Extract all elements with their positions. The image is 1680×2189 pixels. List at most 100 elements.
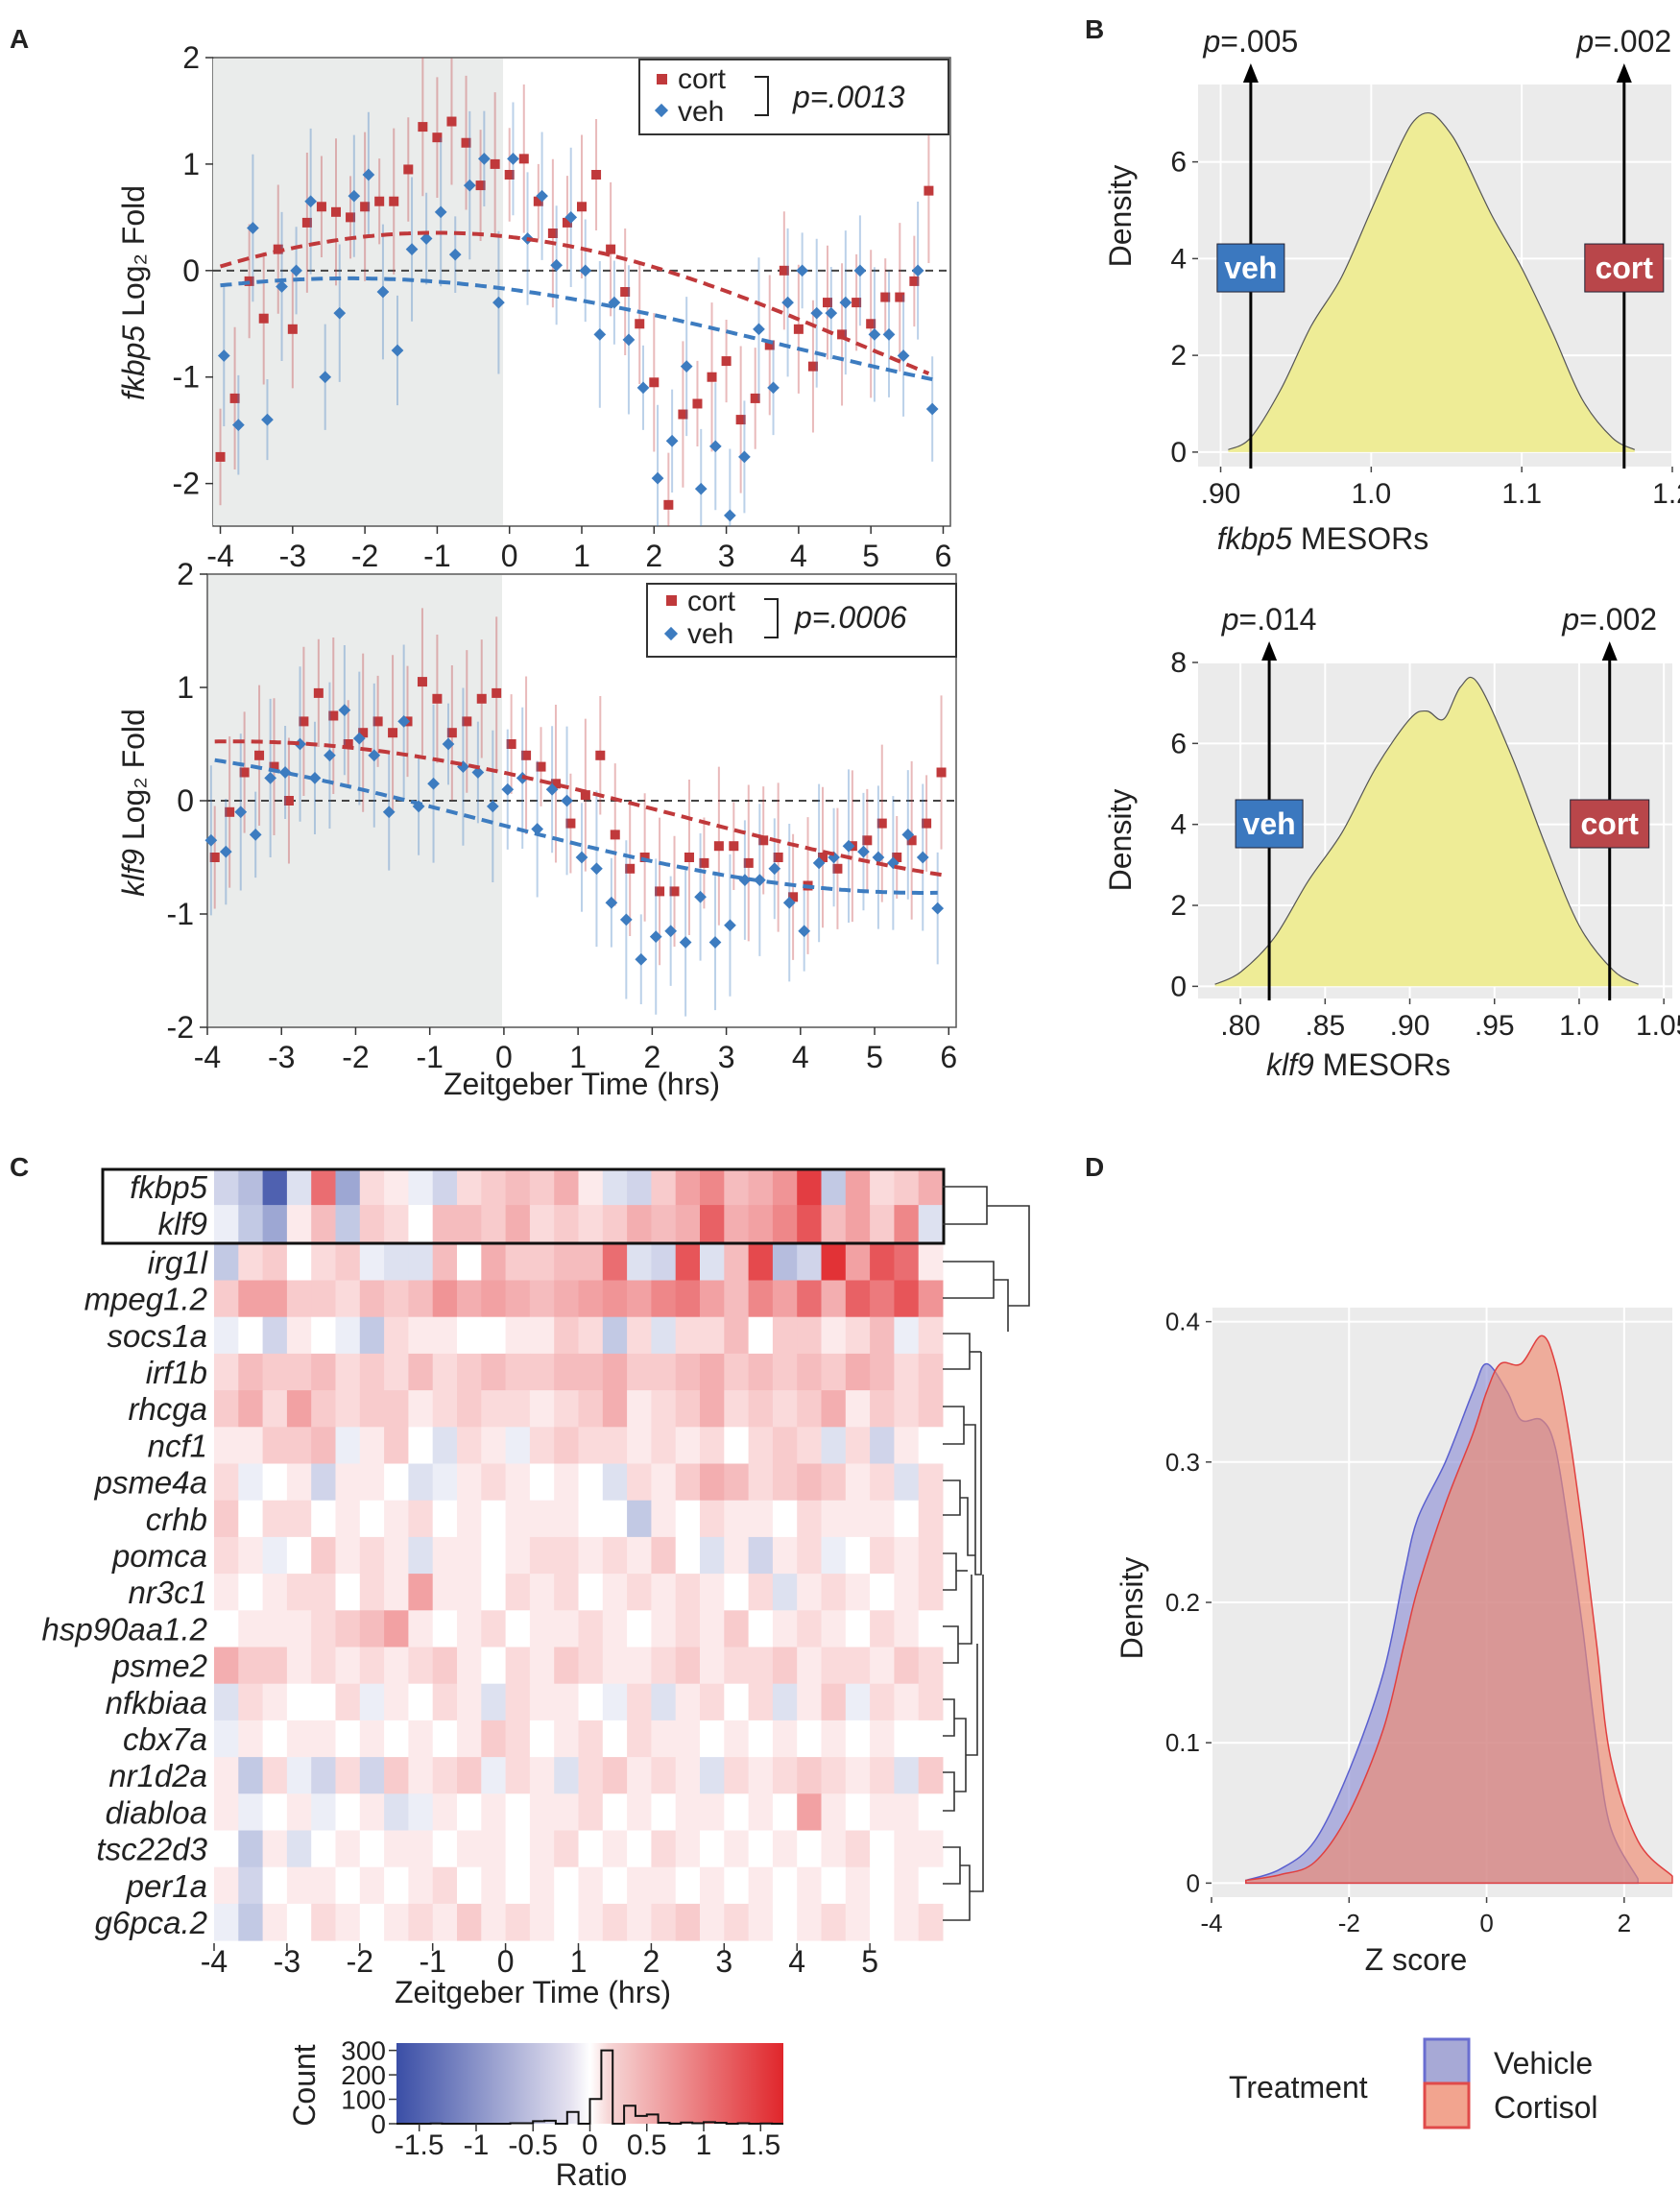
heatmap-cell bbox=[651, 1610, 677, 1648]
heatmap-cell bbox=[845, 1316, 871, 1355]
heatmap-cell bbox=[408, 1574, 434, 1611]
heatmap-cell bbox=[845, 1757, 871, 1794]
heatmap-cell bbox=[724, 1280, 750, 1318]
heatmap-cell bbox=[821, 1793, 847, 1831]
heatmap-cell bbox=[894, 1903, 920, 1941]
veh-point bbox=[448, 248, 462, 261]
heatmap-cell bbox=[894, 1536, 920, 1575]
cort-point bbox=[346, 212, 356, 223]
heatmap-cell bbox=[384, 1683, 409, 1721]
veh-point bbox=[434, 205, 447, 219]
cort-point bbox=[620, 287, 631, 297]
heatmap-cell bbox=[432, 1647, 458, 1685]
heatmap-cell bbox=[821, 1280, 847, 1318]
heatmap-cell bbox=[457, 1610, 482, 1648]
heatmap-cell bbox=[384, 1830, 409, 1868]
x-tick-label: 1.0 bbox=[1351, 478, 1391, 510]
heatmap-cell bbox=[359, 1353, 385, 1391]
cort-point bbox=[606, 244, 616, 254]
cort-point bbox=[258, 313, 269, 324]
heatmap-cell bbox=[724, 1647, 750, 1685]
heatmap-cell bbox=[894, 1463, 920, 1502]
heatmap-cell bbox=[627, 1243, 652, 1281]
cort-point bbox=[343, 739, 353, 749]
colorbar-x-tick-label: -1.5 bbox=[395, 2129, 444, 2161]
heatmap-cell bbox=[651, 1903, 677, 1941]
heatmap-cell bbox=[311, 1866, 336, 1905]
heatmap-cell bbox=[724, 1574, 750, 1611]
heatmap-cell bbox=[821, 1205, 847, 1242]
legend-veh-label: veh bbox=[678, 96, 724, 128]
heatmap-cell bbox=[797, 1205, 822, 1242]
heatmap-cell bbox=[870, 1167, 895, 1206]
heatmap-cell bbox=[311, 1757, 336, 1794]
cort-point bbox=[639, 853, 650, 862]
heatmap-cell bbox=[918, 1903, 944, 1941]
heatmap-cell bbox=[894, 1720, 920, 1758]
heatmap-cell bbox=[748, 1280, 774, 1318]
heatmap-cell bbox=[286, 1427, 312, 1464]
heatmap-cell bbox=[335, 1866, 361, 1905]
cort-point bbox=[817, 853, 828, 862]
x-tick-label: -1 bbox=[423, 539, 450, 573]
heatmap-cell bbox=[286, 1243, 312, 1281]
heatmap-cell bbox=[359, 1610, 385, 1648]
heatmap-cell bbox=[724, 1205, 750, 1242]
veh-label-box bbox=[1235, 799, 1304, 849]
y-tick-label: 0 bbox=[1187, 1868, 1200, 1897]
heatmap-cell bbox=[408, 1793, 434, 1831]
heatmap-cell bbox=[918, 1167, 944, 1206]
heatmap-cell bbox=[335, 1647, 361, 1685]
heatmap-cell bbox=[359, 1683, 385, 1721]
veh-point bbox=[319, 371, 332, 384]
veh-label-text: veh bbox=[1224, 251, 1277, 285]
heatmap-cell bbox=[700, 1353, 725, 1391]
heatmap-cell bbox=[359, 1316, 385, 1355]
cort-point bbox=[215, 451, 226, 462]
cort-point bbox=[595, 750, 606, 760]
cort-point bbox=[779, 265, 789, 276]
x-tick-label: .80 bbox=[1220, 1010, 1260, 1042]
y-tick-label: 0.3 bbox=[1165, 1448, 1200, 1477]
heatmap-cell bbox=[311, 1536, 336, 1575]
heatmap-cell bbox=[772, 1390, 798, 1428]
veh-point bbox=[348, 189, 361, 203]
heatmap-cell bbox=[335, 1463, 361, 1502]
heatmap-cell bbox=[870, 1610, 895, 1648]
y-tick-label: 8 bbox=[1170, 647, 1187, 679]
heatmap-cell bbox=[505, 1167, 531, 1206]
heatmap-cell bbox=[214, 1903, 239, 1941]
cort-point bbox=[866, 319, 876, 329]
cort-point bbox=[625, 863, 636, 874]
x-tick-label: 5 bbox=[861, 1944, 878, 1979]
heatmap-cell bbox=[505, 1793, 531, 1831]
cort-point bbox=[924, 185, 934, 196]
heatmap-cell bbox=[408, 1536, 434, 1575]
heatmap-cell bbox=[554, 1903, 579, 1941]
heatmap-cell bbox=[359, 1390, 385, 1428]
cort-point bbox=[895, 292, 905, 302]
heatmap-cell bbox=[262, 1574, 288, 1611]
x-tick-label: 4 bbox=[790, 539, 807, 573]
heatmap-cell bbox=[821, 1427, 847, 1464]
cort-point bbox=[610, 830, 620, 840]
heatmap-cell bbox=[457, 1866, 482, 1905]
heatmap-cell bbox=[359, 1866, 385, 1905]
y-tick-label: 0.1 bbox=[1165, 1728, 1200, 1757]
heatmap-cell bbox=[627, 1390, 652, 1428]
heatmap-cell bbox=[578, 1500, 604, 1538]
heatmap-cell bbox=[845, 1610, 871, 1648]
heatmap-cell bbox=[384, 1205, 409, 1242]
heatmap-cell bbox=[262, 1390, 288, 1428]
panel-label-c: C bbox=[10, 1152, 29, 1182]
heatmap-cell bbox=[554, 1757, 579, 1794]
heatmap-cell bbox=[286, 1793, 312, 1831]
row-label-socs1a: socs1a bbox=[107, 1318, 207, 1354]
heatmap-cell bbox=[238, 1574, 264, 1611]
heatmap-cell bbox=[408, 1463, 434, 1502]
heatmap-cell bbox=[505, 1757, 531, 1794]
heatmap-cell bbox=[384, 1390, 409, 1428]
heatmap-cell bbox=[918, 1866, 944, 1905]
cort-point bbox=[807, 361, 818, 372]
